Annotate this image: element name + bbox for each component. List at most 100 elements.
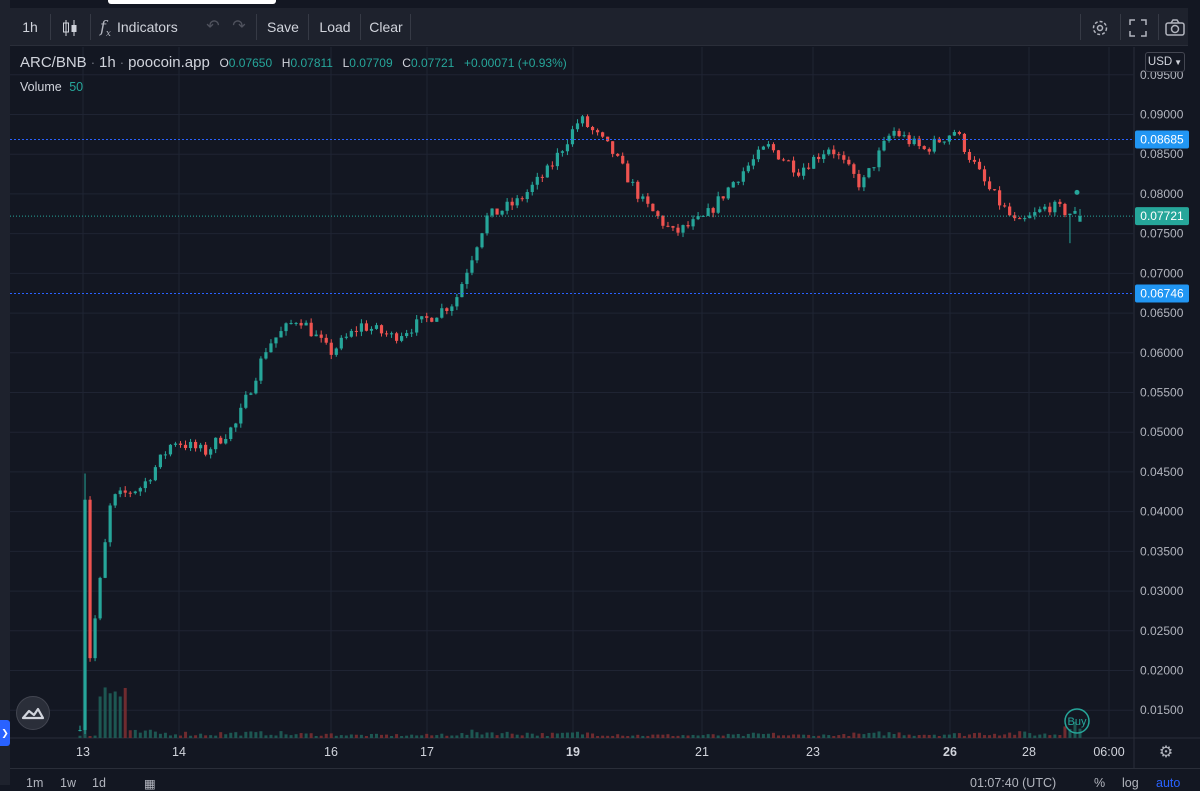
load-button[interactable]: Load <box>319 19 351 35</box>
candle-body <box>972 159 977 162</box>
calendar-icon[interactable]: ▦ <box>144 777 156 791</box>
volume-bar <box>1013 734 1017 738</box>
volume-bar <box>179 735 183 738</box>
candle-body <box>148 480 152 482</box>
range-1w[interactable]: 1w <box>60 776 76 790</box>
volume-bar <box>380 734 384 738</box>
candle-body <box>676 227 680 233</box>
redo-icon[interactable]: ↷ <box>232 18 246 35</box>
bottom-toolbar: 1m 1w 1d ▦ 01:07:40 (UTC) % log auto <box>10 768 1200 791</box>
volume-bar <box>947 734 951 738</box>
candle-body <box>138 488 142 492</box>
candle-body <box>827 149 831 155</box>
candle-body <box>118 490 122 495</box>
candle-body <box>214 437 218 450</box>
volume-bar <box>581 734 585 738</box>
candle-body <box>595 130 600 133</box>
save-button[interactable]: Save <box>267 19 299 35</box>
candle-body <box>88 499 92 659</box>
volume-bar <box>932 734 936 738</box>
time-axis-settings-icon: ⚙ <box>1159 742 1173 761</box>
y-tick-label: 0.08000 <box>1140 187 1184 201</box>
currency-dropdown[interactable]: USD ▼ <box>1145 52 1185 72</box>
indicators-button[interactable]: fx Indicators <box>94 8 200 46</box>
fx-icon: fx <box>100 17 111 40</box>
volume-bar <box>284 734 288 738</box>
y-tick-label: 0.03500 <box>1140 544 1184 558</box>
y-tick-label: 0.03000 <box>1140 584 1184 598</box>
volume-bar <box>1038 734 1042 738</box>
volume-bar <box>294 734 298 738</box>
candle-body <box>786 160 791 162</box>
candle-body <box>897 130 901 137</box>
candle-body <box>1068 213 1072 216</box>
candle-body <box>254 380 258 394</box>
volume-bar <box>746 733 750 738</box>
candle-body <box>500 210 504 215</box>
volume-bar <box>1028 733 1032 738</box>
volume-bar <box>1043 733 1047 738</box>
close-key: C <box>402 56 411 70</box>
candle-body <box>314 334 318 337</box>
volume-bar <box>636 734 640 738</box>
candle-body <box>641 196 645 199</box>
volume-bar <box>214 735 218 738</box>
candle-body <box>334 348 338 355</box>
candle-body <box>751 159 755 166</box>
candle-body <box>369 328 374 331</box>
candle-body <box>661 216 665 226</box>
candle-body <box>158 454 163 468</box>
candle-body <box>877 150 881 168</box>
candle-body <box>128 492 132 494</box>
candle-body <box>681 225 685 233</box>
volume-label: Volume <box>20 80 62 94</box>
volume-bar <box>374 733 378 738</box>
volume-bar <box>405 735 409 738</box>
candle-body <box>736 181 740 183</box>
candle-body <box>294 322 298 324</box>
interval-button[interactable]: 1h <box>22 19 38 35</box>
volume-bar <box>274 735 278 738</box>
candle-body <box>173 443 178 445</box>
candle-body <box>480 233 484 248</box>
clear-button[interactable]: Clear <box>369 19 403 35</box>
fullscreen-icon[interactable] <box>1124 8 1152 46</box>
candle-body <box>249 393 253 395</box>
expand-left-arrow-icon[interactable]: ❯ <box>0 720 10 746</box>
candle-body <box>1018 218 1022 220</box>
volume-bar <box>445 735 449 738</box>
volume-bar <box>565 732 569 738</box>
percent-toggle[interactable]: % <box>1094 776 1106 790</box>
source-label: poocoin.app <box>128 54 210 71</box>
volume-bar <box>113 691 117 738</box>
chart-logo <box>16 696 50 730</box>
volume-bar <box>410 734 414 738</box>
volume-bar <box>395 734 399 738</box>
settings-gear-icon[interactable] <box>1086 8 1114 46</box>
candle-body <box>656 211 660 217</box>
price-label-box <box>1135 207 1189 226</box>
volume-bar <box>133 729 137 738</box>
range-1m[interactable]: 1m <box>26 776 44 790</box>
candle-body <box>515 198 519 206</box>
volume-bar <box>254 732 258 738</box>
candle-body <box>997 190 1002 206</box>
volume-bar <box>575 731 579 738</box>
range-1d[interactable]: 1d <box>92 776 106 790</box>
candle-body <box>1048 206 1052 213</box>
chevron-down-icon: ▼ <box>1174 58 1183 67</box>
candle-body <box>585 116 590 127</box>
log-toggle[interactable]: log <box>1122 776 1139 790</box>
y-tick-label: 0.09000 <box>1140 108 1184 122</box>
volume-bar <box>128 730 132 738</box>
candles-icon[interactable] <box>52 8 88 46</box>
auto-toggle[interactable]: auto <box>1156 776 1181 790</box>
undo-icon[interactable]: ↶ <box>206 18 220 35</box>
camera-icon[interactable] <box>1162 8 1188 46</box>
candle-body <box>470 260 474 273</box>
candle-body <box>746 165 750 172</box>
y-tick-label: 0.04000 <box>1140 505 1184 519</box>
candle-body <box>455 297 459 307</box>
volume-bar <box>435 735 439 738</box>
